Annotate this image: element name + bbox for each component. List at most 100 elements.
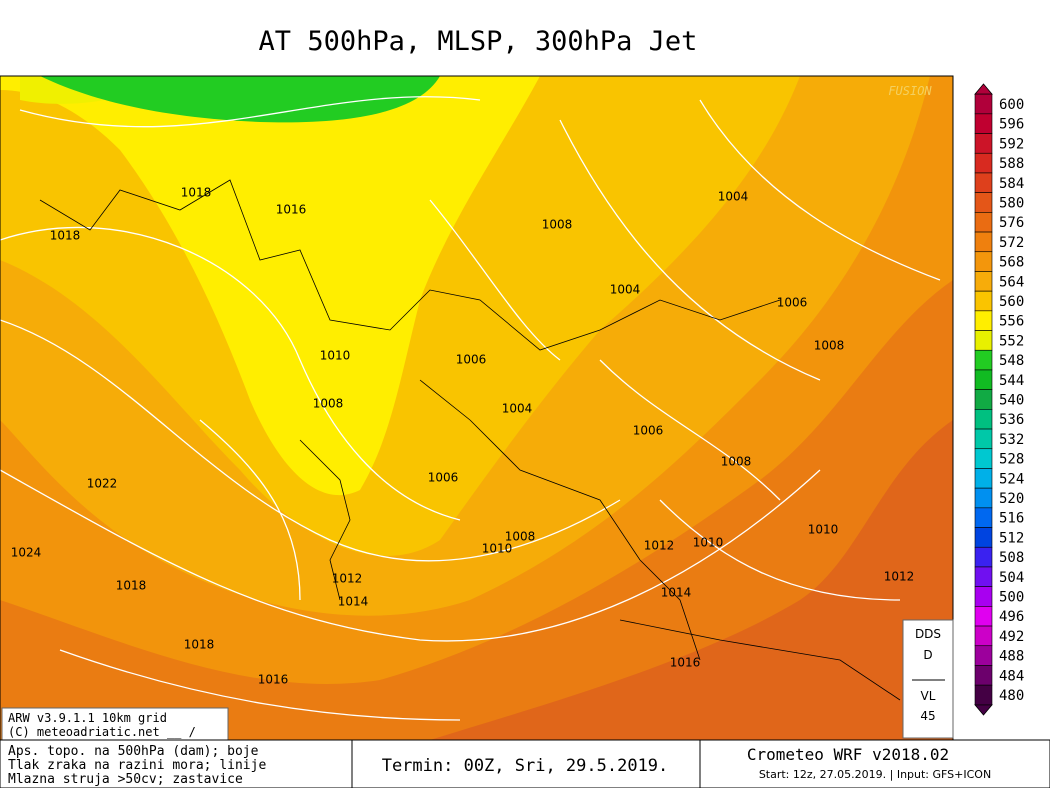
colorbar-label: 556 <box>999 314 1024 330</box>
borders <box>39 179 901 701</box>
isobar-label: 1010 <box>320 349 351 363</box>
colorbar-label: 540 <box>999 393 1024 409</box>
colorbar-swatch <box>974 152 993 174</box>
colorbar-label: 480 <box>999 688 1024 704</box>
isobar-label: 1018 <box>116 579 147 593</box>
colorbar-label: 544 <box>999 373 1024 389</box>
footer-termin: Termin: 00Z, Sri, 29.5.2019. <box>382 756 669 776</box>
model-text: (C) meteoadriatic.net __ / <box>8 725 196 739</box>
isobar-label: 1024 <box>11 546 42 560</box>
colorbar-swatch <box>974 192 993 213</box>
colorbar-label: 516 <box>999 511 1024 527</box>
isobar-label: 1018 <box>184 638 215 652</box>
colorbar-swatch <box>974 586 993 607</box>
info-text: 45 <box>920 709 935 723</box>
isobar-label: 1010 <box>482 542 513 556</box>
isobar-label: 1014 <box>338 595 369 609</box>
isobar-label: 1018 <box>181 186 212 200</box>
colorbar-label: 528 <box>999 452 1024 468</box>
colorbar-label: 568 <box>999 255 1024 271</box>
isobar-label: 1012 <box>644 539 675 553</box>
colorbar-label: 488 <box>999 649 1024 665</box>
colorbar-swatch <box>974 606 993 627</box>
colorbar-label: 548 <box>999 353 1024 369</box>
colorbar-label: 588 <box>999 156 1024 172</box>
colorbar-label: 552 <box>999 333 1024 349</box>
colorbar-swatch <box>974 625 993 647</box>
info-text: VL <box>921 689 936 703</box>
colorbar-label: 504 <box>999 570 1024 586</box>
colorbar-label: 560 <box>999 294 1024 310</box>
isobar-label: 1006 <box>777 296 808 310</box>
colorbar-swatch <box>974 546 993 568</box>
colorbar-label: 508 <box>999 550 1024 566</box>
isobar-label: 1018 <box>50 229 81 243</box>
colorbar-label: 592 <box>999 136 1024 152</box>
colorbar-swatch <box>974 369 993 390</box>
isobar-label: 1012 <box>884 570 915 584</box>
isobar-label: 1008 <box>542 218 573 232</box>
model-text: ARW v3.9.1.1 10km grid <box>8 711 167 725</box>
colorbar-swatch <box>974 389 993 410</box>
isobar-label: 1016 <box>670 656 701 670</box>
isobar-label: 1016 <box>276 203 307 217</box>
colorbar: 600 596 592 588 584 580 576 572 568 564 560 556 552 5… <box>974 83 1024 716</box>
colorbar-swatch <box>974 487 993 509</box>
footer <box>0 739 1050 788</box>
colorbar-label: 500 <box>999 590 1024 606</box>
colorbar-label: 496 <box>999 609 1024 625</box>
colorbar-swatch <box>974 113 993 134</box>
isobar-label: 1014 <box>661 586 692 600</box>
colorbar-swatch <box>974 566 993 587</box>
footer-description: Tlak zraka na razini mora; linije <box>8 758 266 773</box>
colorbar-swatch <box>974 349 993 371</box>
isobar-label: 1004 <box>502 402 533 416</box>
isobar-label: 1012 <box>332 572 363 586</box>
colorbar-swatch <box>974 290 993 312</box>
colorbar-swatch <box>974 212 993 233</box>
colorbar-swatch <box>974 448 993 469</box>
colorbar-label: 532 <box>999 432 1024 448</box>
colorbar-label: 524 <box>999 471 1024 487</box>
colorbar-swatch <box>974 231 993 253</box>
isobar-label: 1008 <box>505 530 536 544</box>
map-area: FUSION <box>0 76 953 740</box>
footer-model: Crometeo WRF v2018.02 <box>747 745 949 764</box>
isobar-label: 1008 <box>721 455 752 469</box>
colorbar-swatch <box>974 645 993 666</box>
field-548 <box>40 76 440 123</box>
watermark: FUSION <box>888 84 932 98</box>
colorbar-swatch <box>974 468 993 489</box>
colorbar-label: 584 <box>999 176 1024 192</box>
colorbar-swatch <box>974 93 993 115</box>
isobar-label: 1006 <box>633 424 664 438</box>
colorbar-label: 520 <box>999 491 1024 507</box>
isobar-label: 1006 <box>456 353 487 367</box>
colorbar-label: 600 <box>999 97 1024 113</box>
colorbar-swatch <box>974 665 993 686</box>
isobar-label: 1022 <box>87 477 118 491</box>
colorbar-swatch <box>974 172 993 193</box>
colorbar-swatch <box>974 133 993 154</box>
isobar-label: 1010 <box>693 536 724 550</box>
colorbar-label: 564 <box>999 274 1024 290</box>
isobar-lines <box>0 96 941 721</box>
colorbar-label: 512 <box>999 530 1024 546</box>
isobar-label: 1008 <box>313 397 344 411</box>
colorbar-label: 580 <box>999 196 1024 212</box>
model-box <box>1 707 229 741</box>
info-box <box>902 619 954 739</box>
colorbar-swatch <box>974 527 993 548</box>
colorbar-swatch <box>974 507 993 528</box>
colorbar-label: 576 <box>999 215 1024 231</box>
isobar-label: 1004 <box>610 283 641 297</box>
colorbar-label: 536 <box>999 412 1024 428</box>
isobar-label: 1010 <box>808 523 839 537</box>
info-text: D <box>923 648 932 662</box>
colorbar-swatch <box>974 271 993 292</box>
info-text: DDS <box>915 627 941 641</box>
footer-description: Aps. topo. na 500hPa (dam); boje <box>8 744 259 759</box>
